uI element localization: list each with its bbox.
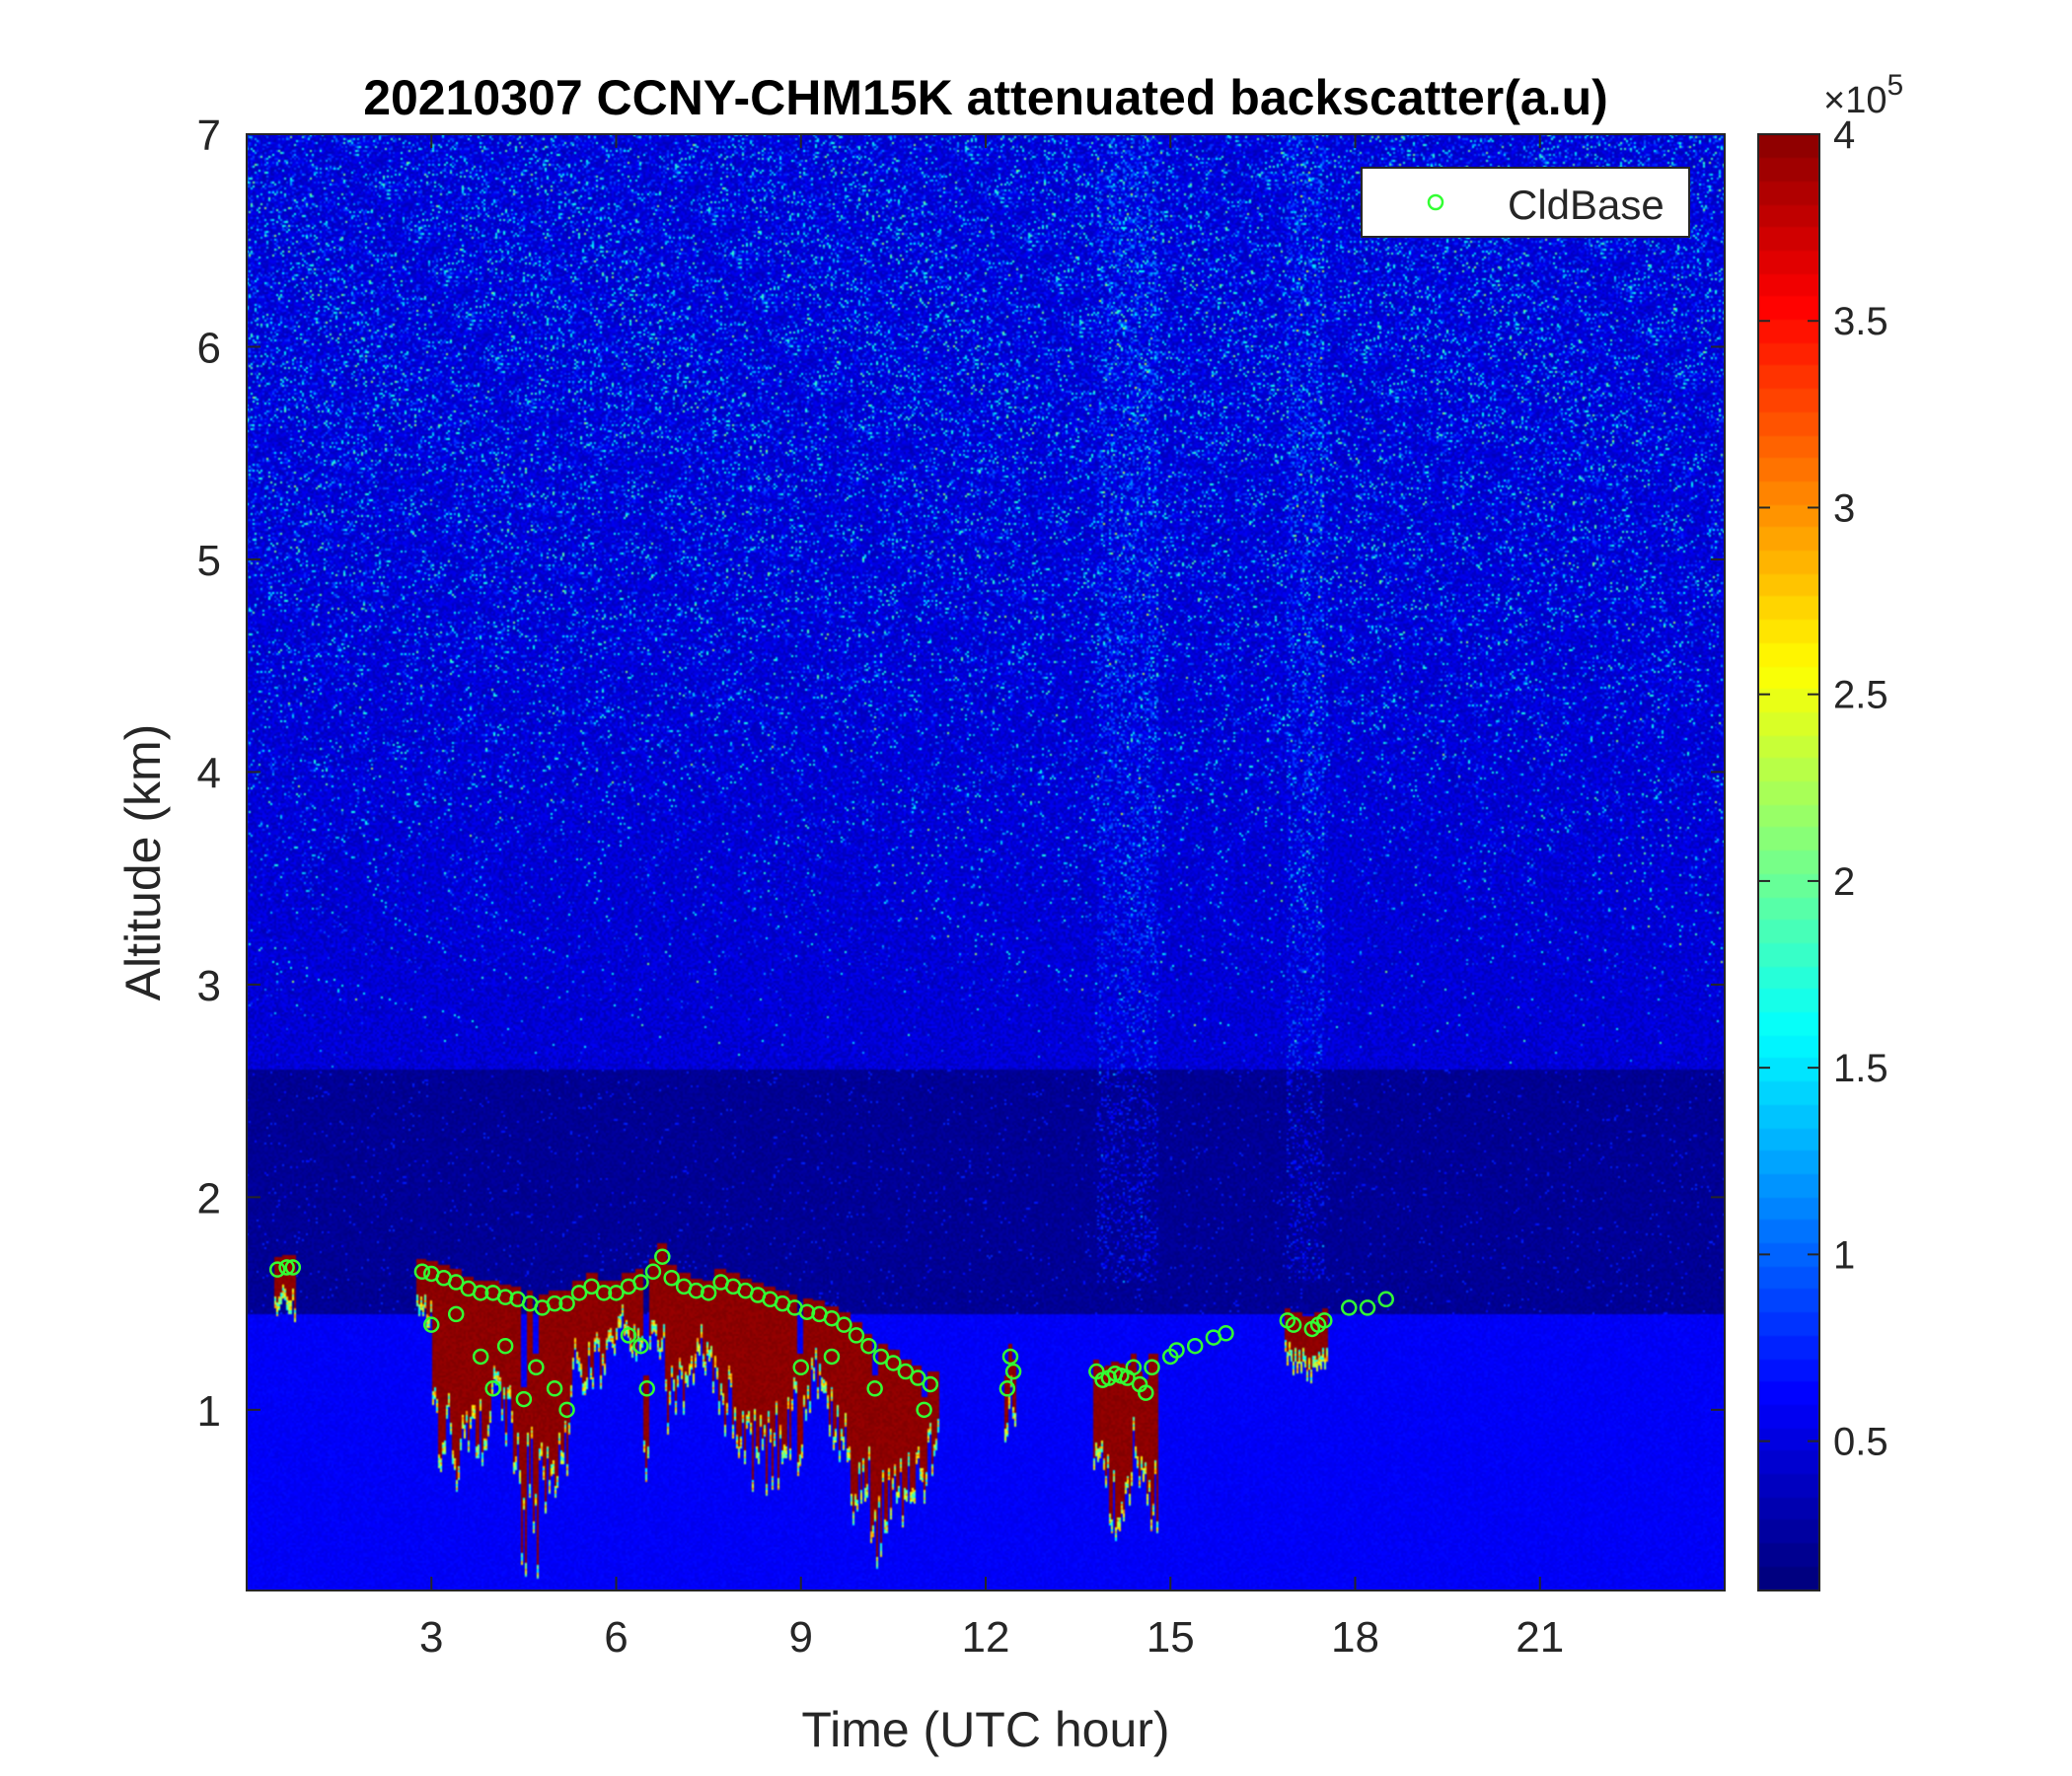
cldbase-marker bbox=[268, 1261, 286, 1278]
cldbase-marker bbox=[1359, 1299, 1376, 1316]
cldbase-marker bbox=[515, 1390, 533, 1408]
cldbase-marker bbox=[546, 1380, 563, 1397]
colorbar-axis: 0.5 1 1.5 2 2.5 3 3.5 4 bbox=[1758, 113, 1888, 1464]
cldbase-marker bbox=[472, 1285, 489, 1301]
x-tick-label: 18 bbox=[1331, 1613, 1379, 1662]
y-tick-label: 1 bbox=[197, 1387, 221, 1436]
cldbase-marker bbox=[558, 1295, 575, 1312]
cldbase-marker bbox=[910, 1369, 926, 1386]
cldbase-marker bbox=[278, 1259, 295, 1276]
colorbar-tick-label: 3 bbox=[1833, 486, 1855, 530]
cldbase-marker bbox=[823, 1309, 841, 1327]
cldbase-marker bbox=[866, 1380, 883, 1397]
x-tick-label: 6 bbox=[604, 1613, 628, 1662]
cldbase-marker bbox=[620, 1327, 637, 1344]
legend: CldBase bbox=[1361, 167, 1690, 238]
cldbase-marker bbox=[1285, 1316, 1302, 1333]
cldbase-marker bbox=[999, 1380, 1016, 1397]
legend-marker-cldbase bbox=[1427, 193, 1444, 211]
cldbase-marker bbox=[1001, 1348, 1019, 1366]
cldbase-marker bbox=[1218, 1325, 1234, 1342]
colorbar-exponent-base: ×10 bbox=[1823, 80, 1887, 121]
cldbase-marker bbox=[644, 1263, 662, 1281]
cldbase-marker bbox=[663, 1270, 680, 1287]
cldbase-marker bbox=[792, 1359, 809, 1376]
cldbase-marker bbox=[1138, 1384, 1154, 1401]
cldbase-marker bbox=[1377, 1291, 1394, 1308]
cldbase-marker bbox=[885, 1355, 902, 1371]
colorbar-tick-label: 1 bbox=[1833, 1233, 1855, 1277]
colorbar-tick-label: 1.5 bbox=[1833, 1047, 1888, 1090]
y-tick-label: 2 bbox=[197, 1174, 221, 1222]
cldbase-marker bbox=[558, 1401, 575, 1419]
cldbase-marker bbox=[1341, 1299, 1358, 1316]
cldbase-marker bbox=[823, 1348, 841, 1366]
cldbase-marker bbox=[570, 1285, 588, 1301]
cldbase-marker bbox=[583, 1278, 600, 1295]
cldbase-marker bbox=[638, 1380, 655, 1397]
y-tick-label: 4 bbox=[197, 749, 221, 797]
cldbase-marker bbox=[1125, 1359, 1143, 1376]
cldbase-marker bbox=[1004, 1363, 1022, 1380]
y-tick-label: 3 bbox=[197, 962, 221, 1010]
backscatter-heatmap bbox=[247, 134, 1725, 1591]
x-tick-label: 9 bbox=[789, 1613, 813, 1662]
cldbase-marker bbox=[848, 1327, 865, 1344]
colorbar-frame bbox=[1757, 133, 1820, 1591]
cldbase-marker bbox=[700, 1285, 717, 1301]
y-axis-label: Altitude (km) bbox=[115, 724, 171, 1001]
cldbase-marker bbox=[284, 1259, 302, 1276]
colorbar bbox=[1758, 134, 1819, 1591]
cldbase-marker bbox=[1144, 1359, 1160, 1376]
cldbase-marker bbox=[1168, 1342, 1185, 1359]
cldbase-marker bbox=[528, 1359, 545, 1376]
y-tick-label: 6 bbox=[197, 324, 221, 372]
cldbase-marker bbox=[836, 1316, 852, 1333]
cldbase-marker bbox=[632, 1337, 649, 1355]
colorbar-exponent-power: 5 bbox=[1887, 69, 1903, 102]
colorbar-tick-label: 4 bbox=[1833, 113, 1855, 157]
y-tick-label: 7 bbox=[197, 111, 221, 160]
legend-box bbox=[1361, 167, 1690, 238]
cldbase-marker bbox=[916, 1401, 932, 1419]
legend-label-cldbase: CldBase bbox=[1508, 182, 1665, 228]
cldbase-marker bbox=[472, 1348, 489, 1366]
colorbar-tick-label: 2 bbox=[1833, 860, 1855, 904]
cldbase-marker bbox=[484, 1380, 501, 1397]
cldbase-marker bbox=[922, 1375, 939, 1393]
cldbase-marker bbox=[413, 1263, 431, 1281]
colorbar-exponent: ×105 bbox=[1823, 69, 1903, 121]
colorbar-tick-label: 3.5 bbox=[1833, 300, 1888, 343]
x-axis-label: Time (UTC hour) bbox=[801, 1702, 1169, 1757]
cldbase-marker bbox=[496, 1337, 514, 1355]
chart-title: 20210307 CCNY-CHM15K attenuated backscat… bbox=[363, 70, 1608, 125]
cldbase-marker bbox=[654, 1248, 671, 1265]
x-tick-label: 12 bbox=[962, 1613, 1010, 1662]
cldbase-series bbox=[268, 1248, 1394, 1419]
plot-frame bbox=[246, 133, 1726, 1591]
cldbase-marker bbox=[1316, 1312, 1333, 1329]
cldbase-marker bbox=[1186, 1337, 1204, 1355]
y-axis: 1 2 3 4 5 6 7 bbox=[197, 111, 1725, 1436]
colorbar-tick-label: 0.5 bbox=[1833, 1421, 1888, 1464]
cldbase-marker bbox=[872, 1348, 890, 1366]
cldbase-marker bbox=[447, 1305, 465, 1323]
cldbase-marker bbox=[897, 1363, 915, 1380]
cldbase-marker bbox=[860, 1337, 877, 1355]
cldbase-marker bbox=[423, 1316, 440, 1333]
x-tick-label: 21 bbox=[1516, 1613, 1564, 1662]
colorbar-tick-label: 2.5 bbox=[1833, 674, 1888, 717]
y-tick-label: 5 bbox=[197, 537, 221, 585]
cldbase-marker bbox=[546, 1295, 563, 1312]
x-axis: 3 6 9 12 15 18 21 bbox=[419, 134, 1564, 1662]
x-tick-label: 15 bbox=[1147, 1613, 1195, 1662]
cldbase-marker bbox=[608, 1285, 625, 1301]
x-tick-label: 3 bbox=[419, 1613, 443, 1662]
cldbase-marker bbox=[447, 1274, 465, 1291]
cldbase-marker bbox=[632, 1274, 649, 1291]
cldbase-marker bbox=[595, 1285, 613, 1301]
